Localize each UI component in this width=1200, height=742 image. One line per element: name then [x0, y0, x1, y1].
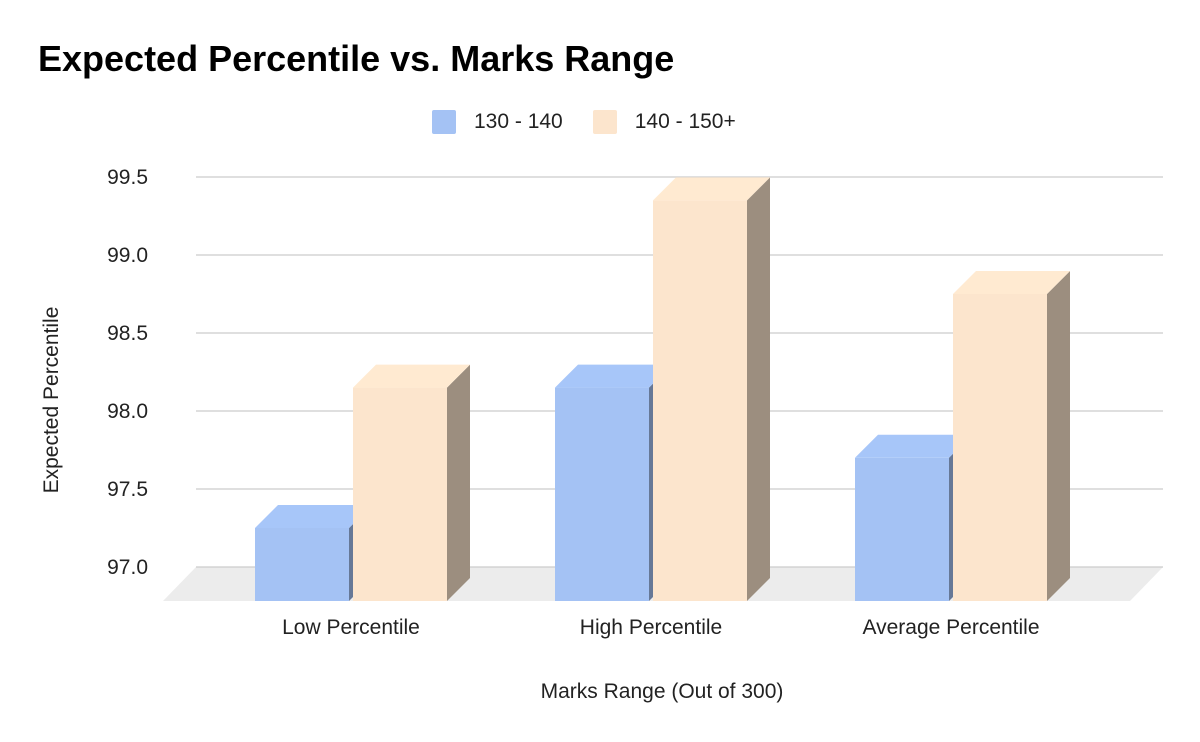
- y-tick-label: 97.0: [107, 556, 148, 579]
- bar-side: [1047, 271, 1070, 601]
- legend-swatch-series-2: [592, 110, 617, 134]
- bar: [353, 364, 470, 601]
- y-tick-label: 98.5: [107, 322, 148, 345]
- bar-side: [747, 177, 770, 601]
- x-tick-label: Low Percentile: [282, 616, 420, 639]
- x-tick-label: High Percentile: [580, 616, 722, 639]
- legend-item-series-2[interactable]: 140 - 150+: [592, 110, 736, 134]
- legend-swatch-series-1: [432, 110, 456, 134]
- y-tick-label: 99.0: [107, 244, 148, 267]
- bar-side: [447, 364, 470, 601]
- bar: [653, 177, 770, 601]
- y-tick-label: 97.5: [107, 478, 148, 501]
- legend-label-series-1: 130 - 140: [474, 110, 563, 133]
- y-tick-label: 99.5: [107, 166, 148, 189]
- bar-front: [353, 387, 447, 601]
- bar-top: [953, 271, 1070, 294]
- bar-top: [855, 434, 972, 458]
- bar-top: [353, 364, 470, 388]
- bar-top: [555, 364, 672, 388]
- bar-front: [555, 387, 649, 601]
- bar-top: [255, 505, 372, 528]
- chart-title: Expected Percentile vs. Marks Range: [38, 38, 675, 79]
- bar-front: [255, 528, 349, 601]
- legend-item-series-1[interactable]: 130 - 140: [432, 110, 563, 134]
- bar-front: [855, 457, 949, 601]
- y-axis-title: Expected Percentile: [40, 307, 63, 494]
- bar-front: [653, 200, 747, 601]
- bar-front: [953, 294, 1047, 601]
- legend: 130 - 140 140 - 150+: [432, 110, 766, 134]
- x-tick-label: Average Percentile: [862, 616, 1039, 639]
- x-axis-title: Marks Range (Out of 300): [541, 680, 784, 703]
- legend-label-series-2: 140 - 150+: [634, 110, 736, 133]
- y-tick-label: 98.0: [107, 400, 148, 423]
- bar-top: [653, 177, 770, 201]
- bar: [953, 271, 1070, 601]
